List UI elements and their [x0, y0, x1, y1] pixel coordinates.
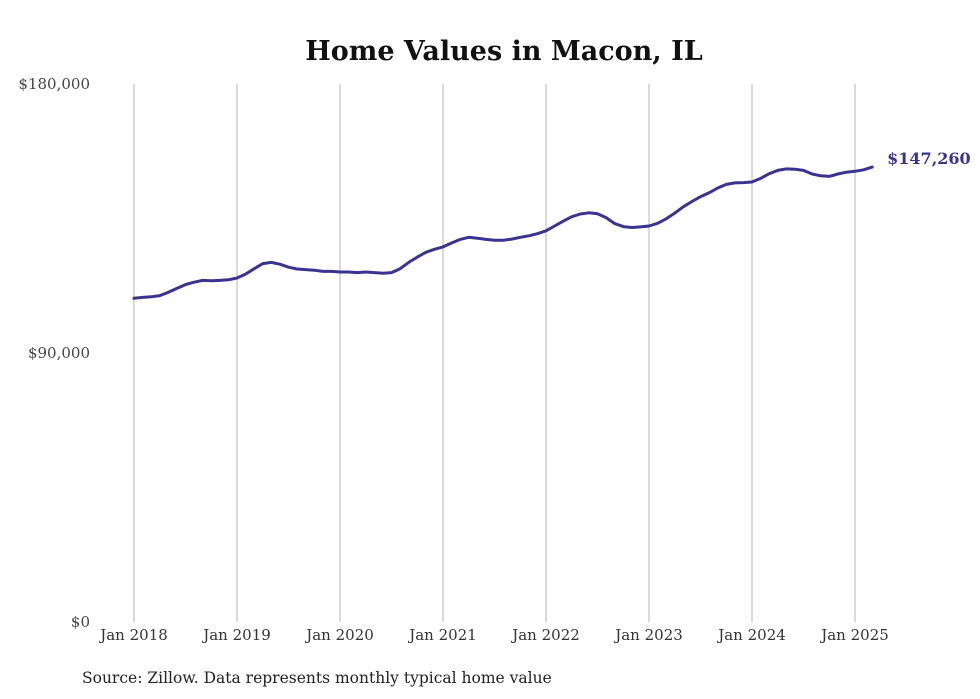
x-tick-label: Jan 2020 [304, 626, 374, 644]
x-axis: Jan 2018 Jan 2019 Jan 2020 Jan 2021 Jan 2022… [98, 626, 889, 644]
y-tick-label: $90,000 [28, 344, 90, 362]
x-tick-label: Jan 2022 [510, 626, 580, 644]
source-note: Source: Zillow. Data represents monthly … [82, 669, 552, 687]
y-tick-label: $180,000 [18, 75, 90, 93]
series-layer: $147,260 [132, 149, 971, 300]
grid-layer [133, 84, 856, 622]
x-tick-label: Jan 2019 [201, 626, 271, 644]
end-value-label: $147,260 [887, 149, 971, 168]
y-tick-label: $0 [71, 613, 90, 631]
series-line [132, 165, 874, 300]
x-tick-label: Jan 2024 [716, 626, 786, 644]
x-tick-label: Jan 2023 [613, 626, 683, 644]
chart-title: Home Values in Macon, IL [305, 36, 702, 67]
x-tick-label: Jan 2018 [98, 626, 168, 644]
y-axis: $0 $90,000 $180,000 [18, 75, 90, 631]
x-tick-label: Jan 2025 [819, 626, 889, 644]
x-tick-label: Jan 2021 [407, 626, 477, 644]
